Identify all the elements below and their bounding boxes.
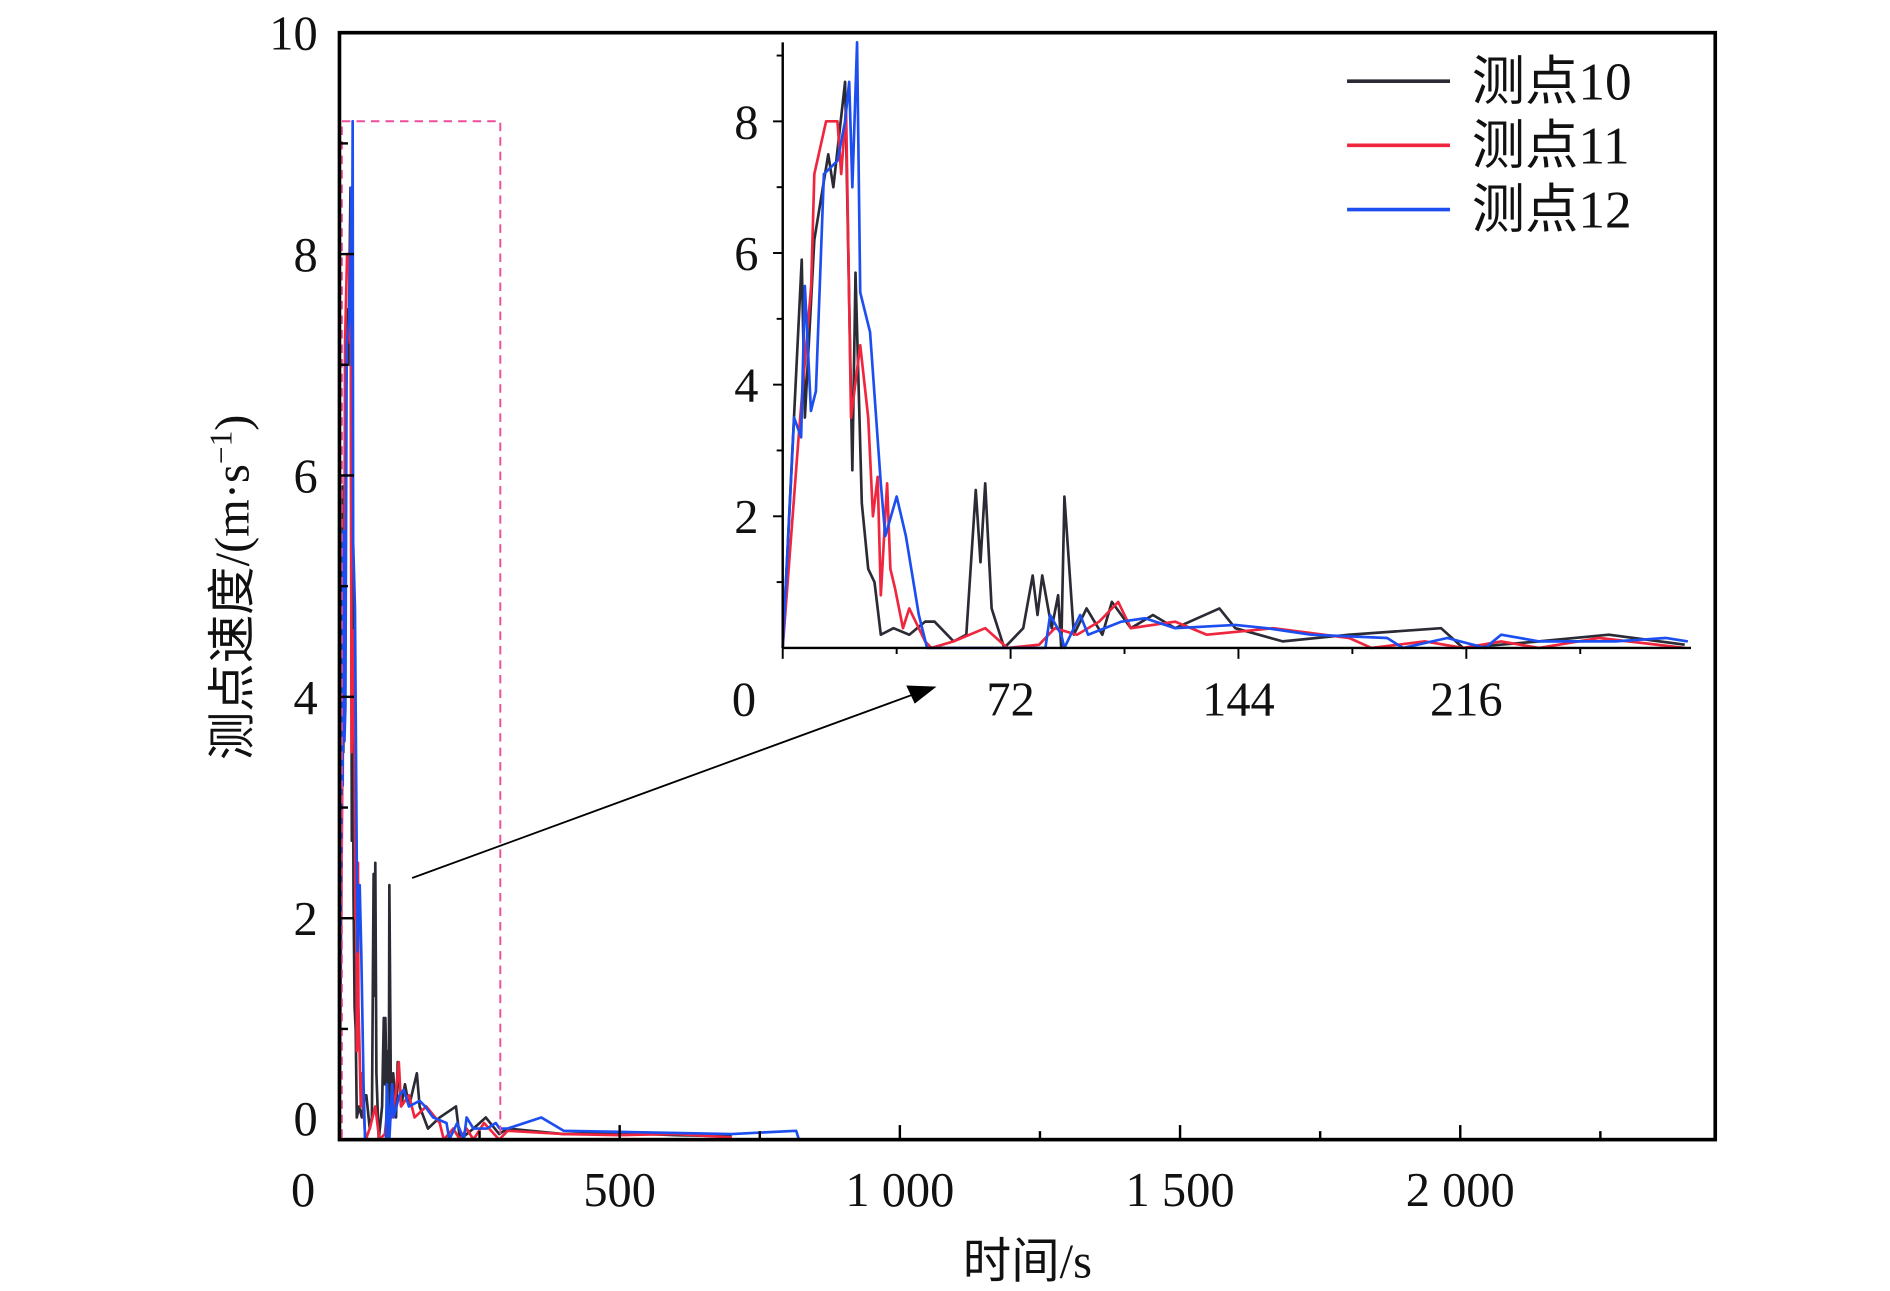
legend-item-series-11: 测点11: [1347, 116, 1630, 175]
inset-x-tick-label: 0: [732, 674, 756, 727]
x-axis-title: 时间/s: [963, 1236, 1092, 1289]
arrow-head: [906, 685, 937, 704]
legend-item-series-12: 测点12: [1347, 181, 1632, 240]
arrow-line: [411, 693, 916, 879]
x-tick-label: 500: [583, 1164, 656, 1217]
zoom-arrow: [411, 685, 937, 879]
x-tick-label: 0: [291, 1164, 315, 1217]
main-plot: 0 500 1 000 1 500 2 000 0 2 4 6 8 10: [269, 8, 1718, 1217]
legend-label: 测点12: [1472, 181, 1632, 240]
y-tick-label: 10: [269, 8, 317, 61]
zoom-region-rect: [340, 120, 502, 1141]
x-tick-label: 2 000: [1406, 1164, 1515, 1217]
inset-y-tick-label: 4: [734, 360, 758, 413]
inset-y-tick-label: 8: [734, 96, 758, 149]
main-line-series-11: [338, 230, 732, 1141]
legend-label: 测点10: [1472, 52, 1632, 111]
x-tick-label: 1 000: [845, 1164, 954, 1217]
inset-y-tick-label: 2: [734, 491, 758, 544]
inset-line-series-10: [781, 80, 1685, 650]
inset-plot: 0 72 144 216 2 4 6 8: [732, 41, 1692, 727]
y-tick-label: 2: [293, 893, 317, 946]
y-axis-title-main: 测点速度/(m·s: [207, 464, 260, 760]
main-ticks: 0 500 1 000 1 500 2 000 0 2 4 6 8 10: [269, 8, 1602, 1217]
legend-label: 测点11: [1472, 116, 1630, 175]
y-tick-label: 6: [293, 450, 317, 503]
y-tick-label: 4: [293, 672, 317, 725]
y-axis-title: 测点速度/(m·s−1): [204, 415, 260, 761]
inset-y-tick-label: 6: [734, 228, 758, 281]
main-line-series-12: [338, 119, 801, 1141]
y-axis-title-close: ): [207, 415, 260, 431]
main-series-group: [338, 119, 801, 1141]
legend-item-series-10: 测点10: [1347, 52, 1632, 111]
inset-x-tick-label: 144: [1202, 674, 1275, 727]
inset-x-tick-label: 216: [1430, 674, 1503, 727]
inset-x-tick-label: 72: [986, 674, 1034, 727]
y-tick-label: 8: [293, 229, 317, 282]
legend: 测点10 测点11 测点12: [1347, 52, 1632, 240]
y-tick-label: 0: [293, 1093, 317, 1146]
y-axis-title-sup: −1: [204, 431, 239, 464]
x-tick-label: 1 500: [1126, 1164, 1235, 1217]
inset-ticks: 0 72 144 216 2 4 6 8: [732, 54, 1582, 727]
main-line-series-10: [338, 186, 732, 1141]
